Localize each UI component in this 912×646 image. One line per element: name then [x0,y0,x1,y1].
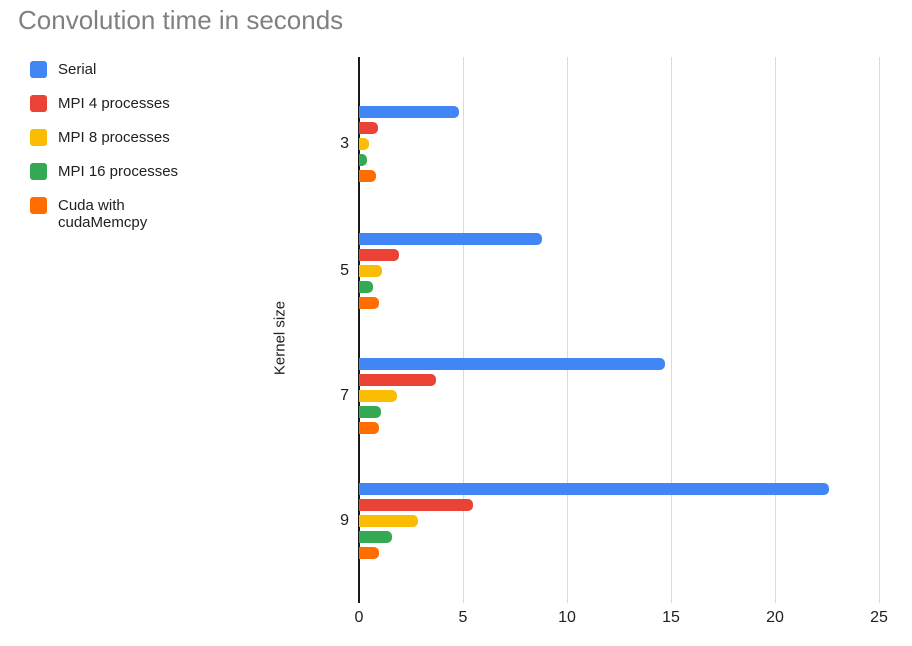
bar [359,547,379,559]
bar [359,531,393,543]
bar [359,281,373,293]
bar [359,138,370,150]
legend-item: Cuda with cudaMemcpy [30,197,180,231]
x-tick-label: 5 [458,609,468,626]
legend-swatch-icon [30,197,47,214]
bar [359,390,398,402]
bar [359,499,474,511]
bar [359,422,379,434]
y-tick-label: 5 [340,262,349,279]
legend-item: MPI 4 processes [30,95,180,112]
gridline [567,57,568,603]
y-tick-label: 9 [340,512,349,529]
bar [359,374,436,386]
bar [359,233,543,245]
legend-label: Serial [58,61,97,78]
bar [359,483,830,495]
legend-swatch-icon [30,95,47,112]
x-tick-label: 15 [662,609,680,626]
y-tick-label: 3 [340,135,349,152]
legend-label: Cuda with cudaMemcpy [58,197,148,231]
bar [359,515,419,527]
bar [359,358,665,370]
legend-swatch-icon [30,61,47,78]
y-axis-title: Kernel size [271,300,289,376]
x-tick-label: 0 [354,609,364,626]
bar [359,265,382,277]
plot-area: 0 5 10 15 20 25 3 5 7 9 [340,57,888,626]
chart-title: Convolution time in seconds [18,5,344,35]
gridline [775,57,776,603]
legend-item: MPI 16 processes [30,163,180,180]
bar [359,122,378,134]
legend-label: MPI 16 processes [58,163,179,180]
bar [359,154,368,166]
legend-label: MPI 8 processes [58,129,170,146]
y-axis-line [358,57,360,603]
bar [359,170,376,182]
legend-label: MPI 4 processes [58,95,170,112]
gridline [879,57,880,603]
gridline [671,57,672,603]
x-tick-label: 25 [870,609,888,626]
legend: Serial MPI 4 processes MPI 8 processes MPI … [30,61,180,231]
bar [359,297,379,309]
bar [359,106,459,118]
y-tick-label: 7 [340,387,349,404]
bar [359,249,399,261]
legend-item: MPI 8 processes [30,129,180,146]
legend-item: Serial [30,61,180,78]
bar [359,406,381,418]
legend-swatch-icon [30,163,47,180]
x-tick-label: 20 [766,609,784,626]
legend-swatch-icon [30,129,47,146]
gridline [463,57,464,603]
x-tick-label: 10 [558,609,576,626]
